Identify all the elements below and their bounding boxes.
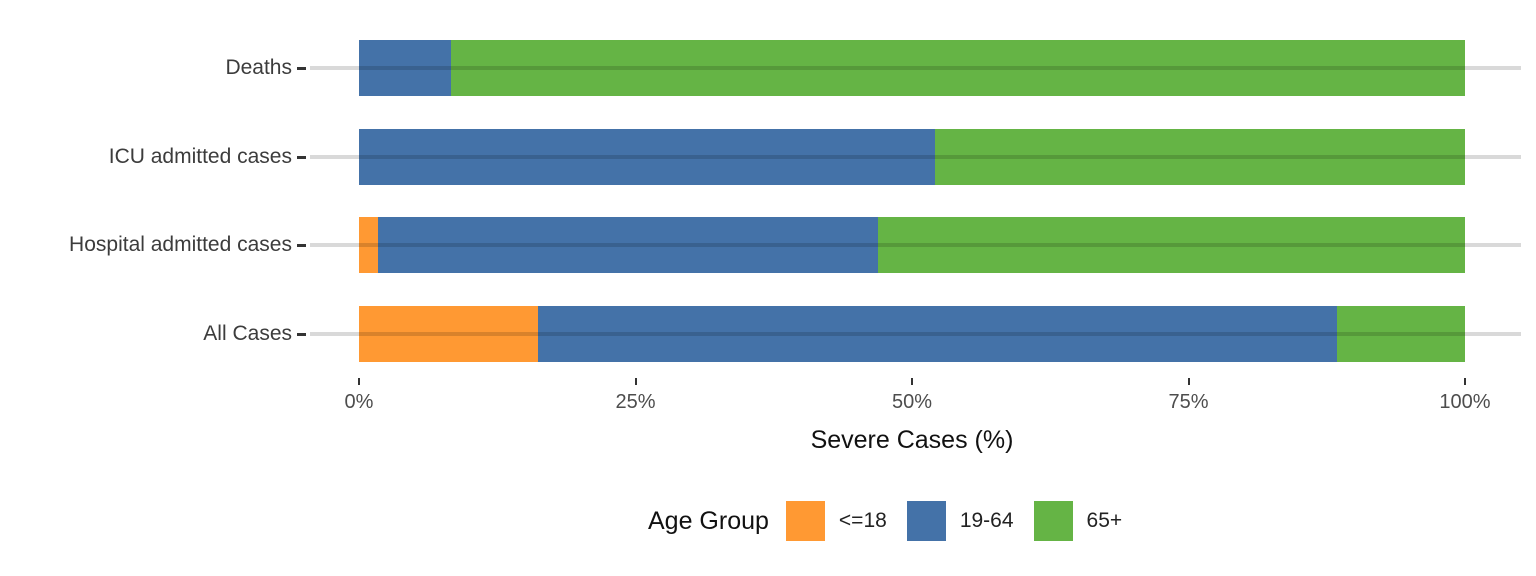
bar-segment [377,217,878,273]
x-axis-tick [1187,378,1190,385]
legend-item: 65+ [1033,501,1123,541]
legend-swatch [906,501,946,541]
plot-panel [310,12,1521,378]
bar-segment [1336,306,1465,362]
y-axis-label: All Cases [203,322,292,345]
y-axis-label: ICU admitted cases [108,145,292,168]
bar-segment [359,40,451,96]
x-axis-title: Severe Cases (%) [810,426,1014,454]
legend-label: 65+ [1086,509,1123,532]
x-axis-tick-label: 25% [615,391,656,413]
y-axis-tick [297,332,306,336]
legend-swatch [1033,501,1073,541]
gridline [310,155,1521,159]
gridline [310,332,1521,336]
x-axis-tick [1464,378,1466,385]
legend-label: 19-64 [959,509,1014,532]
y-axis-tick [297,243,306,247]
gridline [310,243,1521,247]
x-axis-tick [358,378,360,385]
bar-segment [877,217,1465,273]
y-axis-tick [297,155,306,159]
y-axis-label: Hospital admitted cases [69,233,292,256]
legend-item: <=18 [785,501,887,541]
x-axis-tick-label: 0% [344,391,374,413]
x-axis-tick [911,378,913,385]
x-axis-tick-label: 100% [1439,391,1491,413]
gridline [310,66,1521,70]
legend-title: Age Group [648,506,769,535]
x-axis-tick-label: 75% [1168,391,1209,413]
bar-segment [450,40,1465,96]
y-axis-tick [297,66,306,70]
y-axis-label: Deaths [225,56,292,79]
legend: Age Group <=18 19-64 65+ [648,498,1122,544]
bar-segment [359,129,936,185]
bar-segment [359,306,539,362]
legend-swatch [785,501,825,541]
x-axis-tick-label: 50% [891,391,933,413]
x-axis-tick [634,378,637,385]
bar-segment [935,129,1465,185]
bar-segment [359,217,378,273]
bar-segment [538,306,1337,362]
legend-label: <=18 [838,509,887,532]
legend-item: 19-64 [906,501,1014,541]
